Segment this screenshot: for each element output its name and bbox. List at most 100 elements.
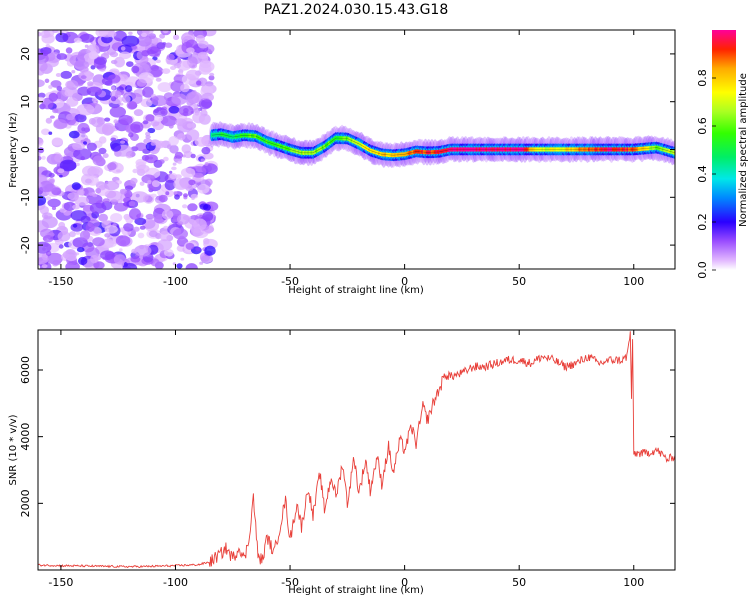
noise-blob [88,51,99,60]
noise-blob [62,250,77,260]
noise-blob [87,219,100,228]
noise-blob [163,156,169,162]
figure-title: PAZ1.2024.030.15.43.G18 [264,2,449,18]
noise-blob [164,249,174,257]
noise-blob [174,151,184,159]
noise-blob [122,263,138,269]
x-tick-label: 50 [512,275,526,288]
noise-blob [151,180,160,188]
noise-blob [209,72,215,77]
noise-blob [150,68,162,78]
colorbar-tick-label: 0.6 [696,117,709,135]
noise-blob [168,106,180,114]
noise-blob [131,248,138,254]
noise-blob [180,167,196,178]
noise-blob [130,191,149,203]
spectrogram-plot-area [38,30,675,269]
noise-blob [90,255,99,264]
noise-blob [104,225,118,234]
noise-blob [38,253,49,265]
noise-blob [63,201,76,211]
noise-blob [145,135,151,139]
noise-blob [174,174,182,179]
noise-blob [144,154,158,164]
x-tick-label: -50 [281,275,299,288]
noise-blob [70,223,84,232]
noise-blob [148,33,156,39]
noise-blob [118,102,124,106]
noise-blob [197,51,209,60]
noise-blob [55,32,69,43]
noise-blob [77,189,85,196]
noise-blob [177,133,186,141]
noise-blob [176,263,183,269]
ridge-core [210,132,675,158]
ridge-core-cell [456,147,459,152]
noise-blobs [38,30,219,269]
noise-blob [183,193,188,198]
noise-blob [113,119,119,124]
noise-blob [125,85,133,93]
noise-blob [69,231,76,238]
y-tick-label: -20 [19,236,32,254]
noise-blob [38,152,41,157]
noise-blob [42,50,49,56]
snr-frame [37,329,676,571]
noise-blob [201,146,211,155]
noise-blob [79,230,91,241]
noise-blob [150,141,156,146]
noise-blob [38,138,44,146]
noise-blob [98,147,107,155]
noise-blob [74,113,87,123]
noise-blob [156,42,166,50]
noise-blob [154,114,164,122]
noise-blob [124,185,134,191]
noise-blob [102,198,110,204]
noise-blob [38,31,42,37]
noise-blob [142,86,154,98]
noise-blob [65,80,74,89]
noise-blob [114,92,119,96]
noise-blob [182,204,188,209]
noise-blob [188,179,196,186]
noise-blob [54,154,64,163]
noise-blob [172,162,177,166]
noise-blob [66,97,79,107]
spectrogram-x-ticks: -150 -100 -50 0 50 100 [48,30,644,288]
noise-blob [42,235,54,243]
noise-blob [41,128,50,136]
noise-blob [153,214,166,224]
snr-line [38,331,675,569]
colorbar-ticks: 0.0 0.2 0.4 0.6 0.8 [696,69,716,279]
noise-blob [41,212,53,220]
colorbar-tick-label: 0.4 [696,165,709,183]
noise-blob [110,137,117,142]
noise-blob [208,75,215,81]
noise-blob [128,132,134,138]
noise-blob [47,198,61,208]
noise-blob [128,31,133,35]
noise-blob [104,233,111,238]
noise-blob [159,230,171,242]
noise-blob [50,80,62,88]
noise-blob [173,191,178,195]
noise-blob [44,78,50,84]
noise-blob [175,118,187,127]
noise-blob [168,136,179,146]
noise-blob [153,109,159,113]
noise-blob [38,182,42,188]
noise-blob [91,116,104,128]
noise-blob [174,194,180,200]
noise-blob [64,89,74,97]
noise-blob [87,81,94,87]
noise-blob [55,73,62,77]
y-tick-label: 4000 [19,423,32,451]
noise-blob [147,180,152,185]
noise-blob [92,155,105,166]
noise-blob [171,166,177,171]
ridge-core-cell [536,147,539,152]
noise-blob [39,205,50,215]
noise-blob [114,56,125,68]
noise-blob [52,30,59,33]
